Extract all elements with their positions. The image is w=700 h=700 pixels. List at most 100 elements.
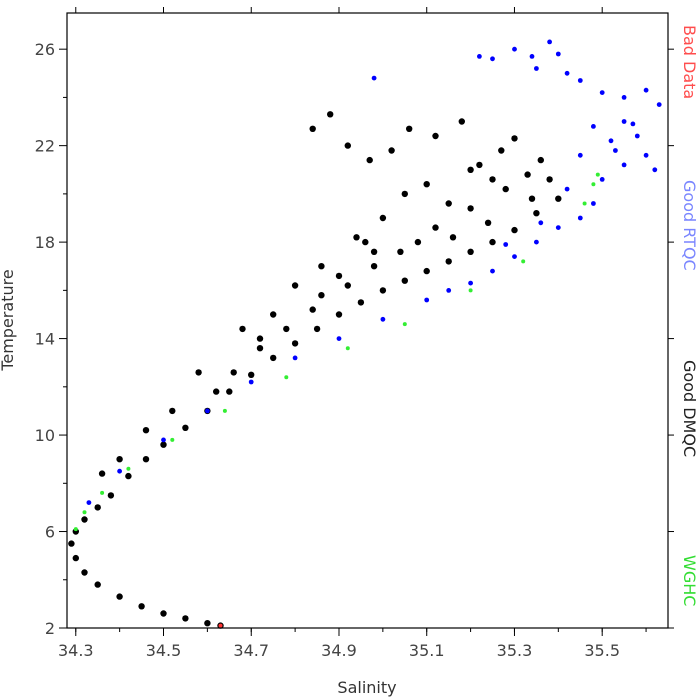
point-good-dmqc-76 [467,166,474,173]
point-good-dmqc-33 [533,210,540,217]
point-good-rtqc-13 [634,133,640,139]
point-good-dmqc-50 [366,156,373,164]
point-good-dmqc-81 [484,219,492,226]
legend-item-good-dmqc: Good DMQC [680,360,699,457]
point-good-dmqc-83 [318,292,325,299]
point-good-dmqc-38 [283,325,290,333]
point-good-dmqc-42 [397,248,404,255]
point-good-dmqc-22 [291,340,299,347]
point-good-dmqc-51 [388,147,395,154]
point-bad-data-0 [218,623,223,628]
point-good-dmqc-71 [142,427,150,434]
point-good-dmqc-6 [94,581,101,588]
point-good-rtqc-43 [591,124,596,129]
legend-item-wghc: WGHC [680,555,699,606]
point-good-rtqc-42 [503,242,509,247]
point-good-rtqc-22 [512,254,517,259]
point-good-dmqc-32 [511,226,518,234]
x-tick-label-1: 34.5 [146,641,182,660]
y-tick-label-3: 14 [35,330,55,349]
point-good-dmqc-59 [370,248,378,255]
point-good-dmqc-73 [98,470,106,477]
point-good-dmqc-19 [226,388,233,395]
y-tick-label-5: 22 [35,137,55,156]
point-good-rtqc-14 [643,152,649,158]
point-good-dmqc-62 [445,200,452,207]
point-good-dmqc-77 [528,195,536,202]
y-tick-label-6: 26 [35,40,55,59]
point-good-rtqc-23 [490,268,495,274]
point-good-dmqc-28 [423,267,430,275]
point-good-dmqc-52 [406,125,413,132]
point-good-dmqc-72 [116,456,123,463]
x-tick-label-2: 34.7 [233,641,269,660]
point-good-rtqc-3 [529,54,535,59]
point-good-rtqc-35 [371,75,377,81]
point-wghc-0 [595,172,600,177]
point-good-dmqc-3 [160,610,167,617]
point-good-rtqc-15 [652,167,658,173]
point-good-dmqc-5 [116,593,123,600]
point-good-rtqc-27 [380,316,386,322]
legend-item-bad-data: Bad Data [680,25,699,99]
y-tick-label-4: 18 [35,233,55,252]
x-tick-label-5: 35.3 [497,641,533,660]
point-good-dmqc-20 [248,371,255,378]
point-good-rtqc-34 [86,500,92,505]
point-good-rtqc-7 [577,78,583,83]
point-good-rtqc-37 [608,138,614,144]
point-good-dmqc-58 [353,234,360,241]
point-good-rtqc-28 [336,336,342,341]
point-good-rtqc-21 [534,239,539,245]
point-good-dmqc-84 [256,335,264,342]
point-good-rtqc-30 [248,379,254,385]
point-good-dmqc-23 [313,325,321,333]
point-good-dmqc-37 [256,345,264,352]
point-good-dmqc-63 [489,176,496,183]
y-tick-label-0: 2 [45,619,55,638]
point-good-dmqc-75 [423,181,430,188]
point-good-dmqc-35 [213,388,220,395]
point-good-dmqc-17 [182,424,189,431]
point-good-dmqc-36 [230,369,237,376]
point-good-dmqc-25 [357,299,365,306]
point-good-rtqc-41 [538,220,544,226]
point-good-dmqc-4 [138,603,145,610]
point-good-dmqc-55 [476,161,483,169]
point-good-rtqc-17 [599,177,605,182]
point-good-dmqc-82 [335,272,343,280]
point-good-rtqc-24 [468,280,473,286]
point-wghc-8 [222,408,227,413]
x-tick-label-0: 34.3 [58,641,94,660]
point-wghc-11 [100,490,105,495]
point-good-dmqc-53 [432,132,439,140]
point-good-dmqc-45 [502,185,509,193]
point-good-dmqc-39 [309,306,316,313]
point-good-rtqc-4 [547,39,552,45]
point-good-rtqc-16 [621,162,627,168]
point-good-dmqc-29 [445,258,452,265]
point-good-rtqc-33 [117,468,122,474]
point-good-rtqc-9 [621,95,627,100]
point-good-dmqc-24 [335,311,343,318]
point-good-dmqc-70 [169,407,176,415]
point-good-rtqc-10 [643,87,649,93]
point-good-rtqc-26 [424,297,430,303]
point-good-rtqc-6 [564,70,570,76]
point-good-dmqc-67 [270,311,277,318]
point-good-dmqc-49 [344,142,351,149]
x-tick-label-6: 35.5 [584,641,620,660]
point-good-rtqc-18 [591,201,596,206]
point-good-dmqc-40 [344,282,351,289]
point-wghc-1 [591,182,596,187]
plot-frame [66,12,669,629]
point-good-dmqc-9 [68,540,75,547]
point-good-rtqc-1 [490,56,495,62]
point-wghc-7 [284,375,289,380]
point-good-rtqc-0 [477,54,482,59]
x-axis-title: Salinity [337,678,396,697]
point-good-rtqc-19 [577,215,583,221]
point-good-dmqc-11 [81,516,88,523]
